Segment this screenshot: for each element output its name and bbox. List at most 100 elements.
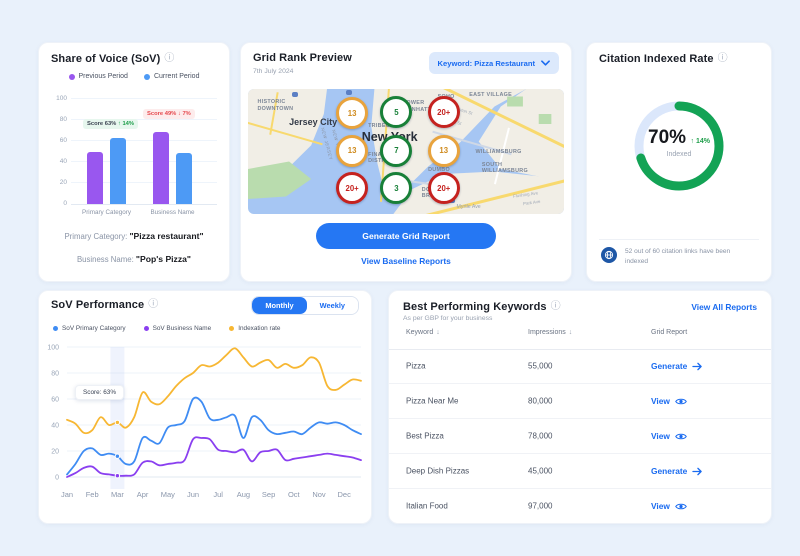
svg-text:Dec: Dec bbox=[338, 490, 352, 499]
divider bbox=[599, 239, 759, 240]
period-toggle: Monthly Weekly bbox=[251, 296, 359, 315]
grid-card-title: Grid Rank Preview bbox=[253, 52, 352, 64]
map-label: EAST VILLAGE bbox=[469, 91, 513, 98]
keyword-cell: Best Pizza bbox=[406, 431, 444, 441]
keywords-table-header: Keyword Impressions Grid Report bbox=[389, 329, 771, 350]
map-label: Myrtle Ave bbox=[456, 204, 481, 210]
generate-grid-report-button[interactable]: Generate Grid Report bbox=[316, 223, 496, 249]
info-icon[interactable] bbox=[551, 302, 561, 312]
keywords-subtitle: As per GBP for your business bbox=[403, 315, 493, 322]
business-name-line: Business Name: "Pop's Pizza" bbox=[76, 254, 192, 264]
citation-note-text: 52 out of 60 citation links have been in… bbox=[625, 248, 731, 265]
rank-badge: 13 bbox=[336, 97, 369, 130]
info-icon[interactable] bbox=[718, 54, 728, 64]
table-row: Pizza 55,000 Generate bbox=[389, 349, 771, 384]
view-all-reports-link[interactable]: View All Reports bbox=[691, 302, 757, 312]
perf-card-title: SoV Performance bbox=[51, 299, 145, 311]
citation-note: 52 out of 60 citation links have been in… bbox=[601, 247, 755, 267]
indexed-label: Indexed bbox=[666, 151, 692, 158]
sov-card-title: Share of Voice (SoV) bbox=[51, 53, 161, 65]
sov-score-badge-down: Score 49% ↓ 7% bbox=[143, 109, 195, 119]
rank-badge: 7 bbox=[380, 134, 413, 167]
column-header-impressions[interactable]: Impressions bbox=[528, 329, 572, 336]
rank-badge: 20+ bbox=[427, 96, 460, 128]
svg-text:Sep: Sep bbox=[262, 490, 275, 499]
impressions-cell: 45,000 bbox=[528, 466, 553, 476]
impressions-cell: 80,000 bbox=[528, 396, 553, 406]
rank-badge: 20+ bbox=[427, 172, 460, 205]
svg-text:Aug: Aug bbox=[237, 490, 250, 499]
svg-text:80: 80 bbox=[51, 371, 59, 378]
toggle-weekly[interactable]: Weekly bbox=[306, 297, 358, 314]
legend-item: Indexation rate bbox=[229, 325, 280, 332]
y-axis-tick: 0 bbox=[63, 200, 67, 207]
info-icon[interactable] bbox=[148, 300, 158, 310]
indexed-percent: 70% bbox=[648, 127, 687, 148]
legend-dot-icon bbox=[68, 73, 75, 80]
svg-text:Jan: Jan bbox=[61, 490, 73, 499]
sov-performance-line-chart: 0 20 40 60 80 100 Jan Feb Mar Apr May Jun Jul Aug Sep O… bbox=[47, 345, 362, 499]
sov-bar-chart: 0 20 40 60 80 100 Primary Category Business Na… bbox=[53, 95, 217, 223]
highway-shield-icon bbox=[345, 90, 352, 96]
sov-legend: Previous Period Current Period bbox=[39, 73, 229, 80]
rank-badge: 13 bbox=[336, 134, 369, 167]
indexed-delta: ↑ 14% bbox=[690, 138, 710, 145]
map-label: SOUTH WILLIAMSBURG bbox=[481, 161, 528, 175]
column-header-keyword[interactable]: Keyword bbox=[406, 329, 440, 336]
view-baseline-reports-link[interactable]: View Baseline Reports bbox=[361, 256, 451, 266]
column-header-grid-report: Grid Report bbox=[651, 329, 688, 336]
legend-item: SoV Primary Category bbox=[53, 325, 126, 332]
keyword-cell: Pizza bbox=[406, 361, 426, 371]
svg-text:Nov: Nov bbox=[312, 490, 326, 499]
svg-text:Jun: Jun bbox=[187, 490, 199, 499]
y-axis-tick: 60 bbox=[59, 137, 67, 144]
generate-report-link[interactable]: Generate bbox=[651, 466, 703, 476]
svg-text:60: 60 bbox=[51, 397, 59, 404]
info-icon[interactable] bbox=[164, 54, 174, 64]
bar-current-period bbox=[110, 137, 126, 204]
table-row: Pizza Near Me 80,000 View bbox=[389, 384, 771, 419]
primary-category-line: Primary Category: "Pizza restaurant" bbox=[64, 231, 204, 241]
keyword-dropdown[interactable]: Keyword: Pizza Restaurant bbox=[428, 52, 559, 74]
arrow-right-icon bbox=[692, 362, 703, 370]
eye-icon bbox=[675, 433, 687, 439]
legend-dot-icon bbox=[143, 73, 150, 80]
impressions-cell: 78,000 bbox=[528, 431, 553, 441]
sov-score-badge-up: Score 63% ↑ 14% bbox=[83, 119, 139, 129]
legend-item: SoV Business Name bbox=[143, 325, 211, 332]
legend-item: Previous Period bbox=[68, 73, 128, 80]
rank-badge: 20+ bbox=[336, 172, 369, 205]
category-label: Business Name bbox=[150, 209, 195, 216]
map-label: WILLIAMSBURG bbox=[475, 149, 522, 155]
table-row: Deep Dish Pizzas 45,000 Generate bbox=[389, 454, 771, 489]
toggle-monthly[interactable]: Monthly bbox=[252, 297, 307, 314]
map-label: Jersey City bbox=[289, 116, 338, 127]
citation-indexed-rate-card: Citation Indexed Rate 70% ↑ 14% Indexed … bbox=[586, 42, 772, 282]
chevron-down-icon bbox=[541, 60, 550, 66]
grid-rank-preview-card: Grid Rank Preview 7th July 2024 Keyword:… bbox=[240, 42, 572, 282]
highway-shield-icon bbox=[292, 91, 299, 97]
legend-item: Current Period bbox=[143, 73, 199, 80]
legend-dot-icon bbox=[143, 326, 149, 331]
map-label: HISTORIC DOWNTOWN bbox=[257, 99, 294, 112]
chart-tooltip: Score: 63% bbox=[75, 385, 125, 400]
citation-card-title: Citation Indexed Rate bbox=[599, 53, 714, 65]
table-row: Italian Food 97,000 View bbox=[389, 489, 771, 523]
bar-previous-period bbox=[87, 151, 103, 204]
view-report-link[interactable]: View bbox=[651, 396, 687, 406]
rank-badge: 13 bbox=[427, 134, 460, 167]
impressions-cell: 55,000 bbox=[528, 361, 553, 371]
map-label: LOWER MANHATTAN bbox=[402, 100, 440, 113]
view-report-link[interactable]: View bbox=[651, 431, 687, 441]
svg-text:Feb: Feb bbox=[86, 490, 99, 499]
generate-report-link[interactable]: Generate bbox=[651, 361, 703, 371]
svg-text:Oct: Oct bbox=[288, 490, 301, 499]
svg-text:20: 20 bbox=[51, 449, 59, 456]
map-park bbox=[538, 114, 552, 124]
view-report-link[interactable]: View bbox=[651, 501, 687, 511]
y-axis-tick: 100 bbox=[56, 95, 67, 102]
map-label: TRIBECA bbox=[368, 122, 395, 129]
best-performing-keywords-card: Best Performing Keywords View All Report… bbox=[388, 290, 772, 524]
table-row: Best Pizza 78,000 View bbox=[389, 419, 771, 454]
